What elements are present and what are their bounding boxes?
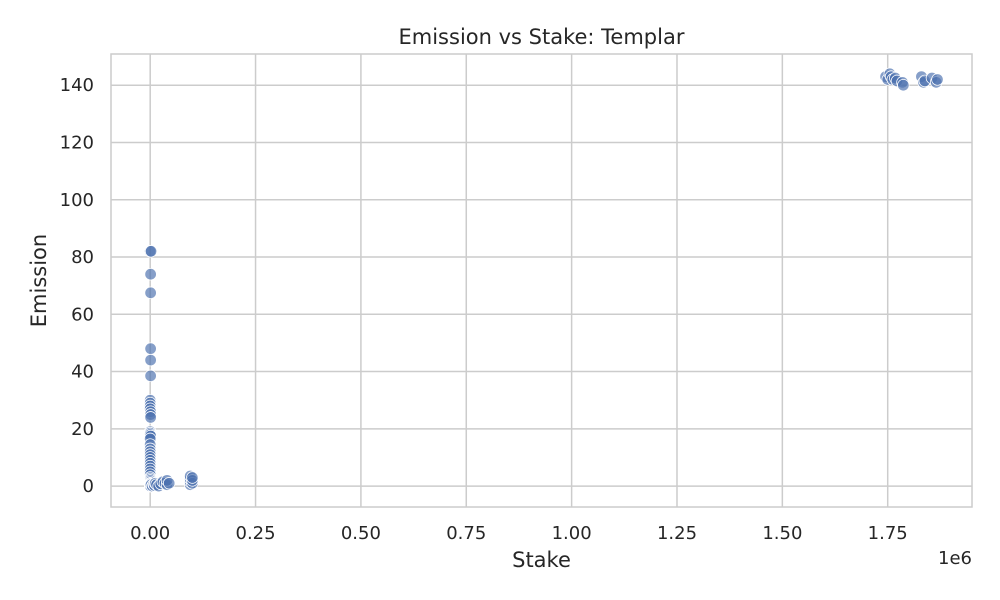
scatter-point — [144, 342, 157, 355]
scatter-point — [931, 73, 944, 86]
scatter-point — [144, 369, 157, 383]
y-tick-label: 100 — [60, 190, 94, 211]
y-tick-label: 0 — [83, 476, 94, 497]
point-layer — [143, 67, 944, 493]
y-tick-label: 120 — [60, 132, 94, 153]
scatter-point — [144, 411, 157, 424]
scatter-point — [144, 353, 157, 367]
scatter-point — [897, 79, 910, 92]
y-tick-label: 140 — [60, 75, 94, 96]
x-axis-label: Stake — [512, 548, 571, 572]
y-tick-label: 20 — [71, 419, 94, 440]
scatter-point — [186, 471, 199, 484]
x-tick-label: 1.75 — [868, 523, 908, 544]
y-tick-label: 40 — [71, 362, 94, 383]
scatter-point — [144, 245, 158, 258]
scatter-point — [144, 286, 157, 300]
x-tick-label: 0.75 — [446, 523, 486, 544]
x-tick-label: 0.50 — [341, 523, 381, 544]
x-tick-label: 1.50 — [762, 523, 802, 544]
scatter-point — [162, 477, 176, 490]
plot-frame — [110, 53, 973, 508]
y-tick-label: 80 — [71, 247, 94, 268]
x-tick-label: 1.00 — [552, 523, 592, 544]
x-offset-label: 1e6 — [938, 548, 972, 569]
scatter-point — [144, 268, 157, 281]
y-axis-label: Emission — [27, 234, 51, 327]
x-tick-label: 1.25 — [657, 523, 697, 544]
chart-title: Emission vs Stake: Templar — [399, 25, 685, 49]
x-tick-label: 0.25 — [236, 523, 276, 544]
y-tick-label: 60 — [71, 304, 94, 325]
grid-layer — [111, 54, 972, 507]
x-tick-label: 0.00 — [130, 523, 170, 544]
x-tick-layer: 0.00 0.25 0.50 0.75 1.00 1.25 1.50 1.75 — [130, 523, 908, 544]
y-tick-layer: 0 20 40 60 80 100 120 140 — [60, 75, 94, 497]
